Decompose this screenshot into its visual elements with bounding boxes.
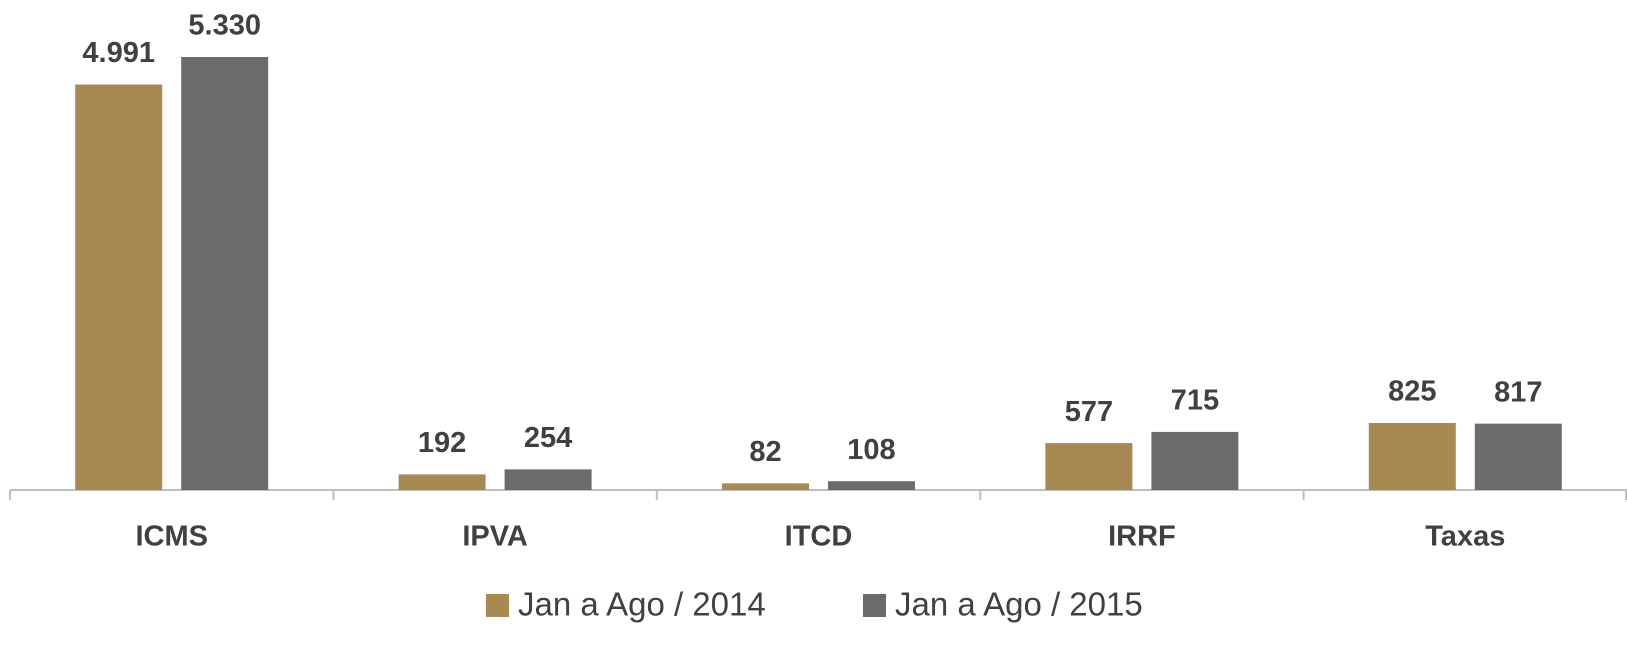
- data-label: 108: [847, 434, 895, 466]
- bar: [1474, 423, 1562, 490]
- x-tick-label: Taxas: [1425, 521, 1505, 553]
- bar: [1368, 422, 1456, 490]
- legend-swatch: [486, 594, 509, 617]
- bar: [181, 57, 269, 490]
- x-tick-label: IPVA: [462, 521, 528, 553]
- data-label: 82: [749, 436, 781, 468]
- bar: [828, 481, 915, 490]
- legend-label: Jan a Ago / 2015: [895, 586, 1143, 623]
- bar: [1045, 443, 1133, 490]
- legend-label: Jan a Ago / 2014: [518, 586, 766, 623]
- data-label: 192: [418, 427, 466, 459]
- data-label: 817: [1494, 376, 1542, 408]
- data-label: 4.991: [82, 37, 155, 69]
- bar: [75, 84, 163, 491]
- legend-swatch: [863, 594, 886, 617]
- data-label: 825: [1388, 376, 1436, 408]
- x-tick-label: IRRF: [1108, 521, 1176, 553]
- x-tick-label: ICMS: [135, 521, 208, 553]
- data-label: 577: [1065, 396, 1113, 428]
- bar: [504, 469, 592, 490]
- data-label: 5.330: [188, 10, 261, 42]
- x-tick-label: ITCD: [785, 521, 853, 553]
- bar: [398, 474, 486, 490]
- data-label: 715: [1171, 385, 1219, 417]
- data-label: 254: [524, 422, 572, 454]
- bar: [722, 483, 809, 490]
- bar: [1151, 431, 1239, 490]
